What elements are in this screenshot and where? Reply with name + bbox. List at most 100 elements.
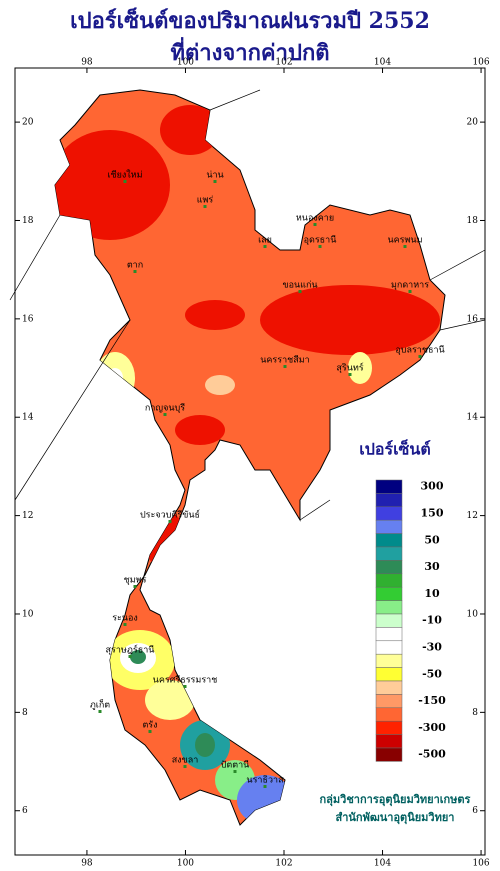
x-tick-label: 106: [472, 58, 489, 68]
y-tick-label: 6: [472, 806, 478, 816]
place-dot: [403, 245, 407, 248]
place-dot: [123, 180, 127, 183]
title: ที่ต่างจากค่าปกติ: [170, 36, 329, 66]
y-tick-label: 20: [467, 118, 479, 128]
legend-swatch: [375, 680, 403, 695]
legend-label: 150: [421, 507, 444, 520]
legend-swatch: [375, 667, 403, 682]
y-tick-label: 12: [22, 511, 33, 521]
legend-swatch: [375, 533, 403, 548]
legend-label: 10: [424, 587, 440, 600]
place-label: เชียงใหม่: [107, 170, 142, 181]
place-dot: [263, 245, 267, 248]
legend-label: -150: [418, 694, 446, 707]
place-label: ประจวบคีรีขันธ์: [140, 509, 200, 521]
y-tick-label: 10: [22, 609, 34, 619]
place-dot: [298, 290, 302, 293]
place-dot: [183, 765, 187, 768]
legend-label: 50: [424, 533, 440, 546]
place-dot: [348, 373, 352, 376]
legend-title: เปอร์เซ็นต์: [359, 438, 430, 459]
legend-swatch: [375, 653, 403, 668]
x-tick-label: 100: [177, 58, 194, 68]
legend-label: -500: [418, 748, 446, 761]
place-label: แพร่: [197, 196, 214, 206]
y-tick-label: 14: [467, 413, 479, 423]
legend-label: -10: [422, 614, 442, 627]
legend-swatch: [375, 573, 403, 588]
place-label: ตรัง: [142, 721, 157, 731]
y-tick-label: 18: [467, 216, 479, 226]
legend-label: -50: [422, 667, 442, 680]
legend-swatch: [375, 586, 403, 601]
place-dot: [213, 180, 217, 183]
place-label: หนองคาย: [296, 214, 334, 224]
place-dot: [98, 710, 102, 713]
place-label: ชุมพร: [124, 576, 147, 586]
place-label: สุราษฎร์ธานี: [106, 644, 155, 656]
place-dot: [313, 223, 317, 226]
y-tick-label: 14: [22, 413, 34, 423]
legend-label: 300: [421, 480, 444, 493]
legend-swatch: [375, 734, 403, 749]
place-label: มุกดาหาร: [391, 281, 429, 291]
place-dot: [408, 290, 412, 293]
x-tick-label: 104: [374, 58, 391, 68]
y-tick-label: 12: [467, 511, 478, 521]
y-tick-label: 6: [22, 806, 28, 816]
legend-swatch: [375, 694, 403, 709]
place-dot: [168, 520, 172, 523]
place-label: ระนอง: [112, 614, 138, 624]
credit: สำนักพัฒนาอุตุนิยมวิทยา: [336, 811, 455, 825]
legend-label: -300: [418, 721, 446, 734]
place-dot: [233, 770, 237, 773]
title: เปอร์เซ็นต์ของปริมาณฝนรวมปี 2552: [70, 6, 430, 34]
place-dot: [133, 270, 137, 273]
x-tick-label: 106: [472, 859, 489, 869]
y-tick-label: 20: [22, 118, 34, 128]
credit: กลุ่มวิชาการอุตุนิยมวิทยาเกษตร: [320, 793, 471, 807]
place-label: เลย: [258, 236, 272, 246]
legend-swatch: [375, 600, 403, 615]
x-tick-label: 100: [177, 859, 194, 869]
legend-swatch: [375, 493, 403, 508]
x-tick-label: 98: [81, 859, 93, 869]
place-label: ปัตตานี: [221, 760, 250, 771]
legend-swatch: [375, 613, 403, 628]
place-label: กาญจนบุรี: [145, 403, 185, 414]
legend-swatch: [375, 627, 403, 642]
y-tick-label: 16: [22, 314, 34, 324]
x-tick-label: 104: [374, 859, 391, 869]
place-dot: [283, 365, 287, 368]
place-label: ขอนแก่น: [282, 281, 317, 291]
place-dot: [128, 655, 132, 658]
place-label: ภูเก็ต: [90, 698, 110, 711]
legend-label: -30: [422, 641, 442, 654]
y-tick-label: 8: [472, 708, 478, 718]
y-tick-label: 16: [467, 314, 479, 324]
place-label: นครราชสีมา: [260, 355, 309, 366]
place-dot: [318, 245, 322, 248]
place-label: นราธิวาส: [246, 775, 284, 786]
y-tick-label: 18: [22, 216, 34, 226]
x-tick-label: 102: [275, 58, 292, 68]
legend-swatch: [375, 640, 403, 655]
place-label: อุดรธานี: [304, 235, 337, 246]
place-label: นครพนม: [387, 236, 422, 246]
x-tick-label: 102: [275, 859, 292, 869]
legend-swatch: [375, 720, 403, 735]
place-label: อุบลราชธานี: [395, 345, 444, 356]
map-frame: [14, 67, 486, 856]
legend-swatch: [375, 519, 403, 534]
legend-swatch: [375, 560, 403, 575]
place-label: ตาก: [127, 261, 143, 271]
place-label: นครศรีธรรมราช: [153, 675, 218, 686]
place-label: น่าน: [206, 171, 223, 181]
legend-swatch: [375, 479, 403, 494]
place-label: สงขลา: [172, 756, 199, 766]
place-dot: [133, 585, 137, 588]
place-dot: [418, 355, 422, 358]
place-dot: [183, 685, 187, 688]
legend-swatch: [375, 747, 403, 762]
